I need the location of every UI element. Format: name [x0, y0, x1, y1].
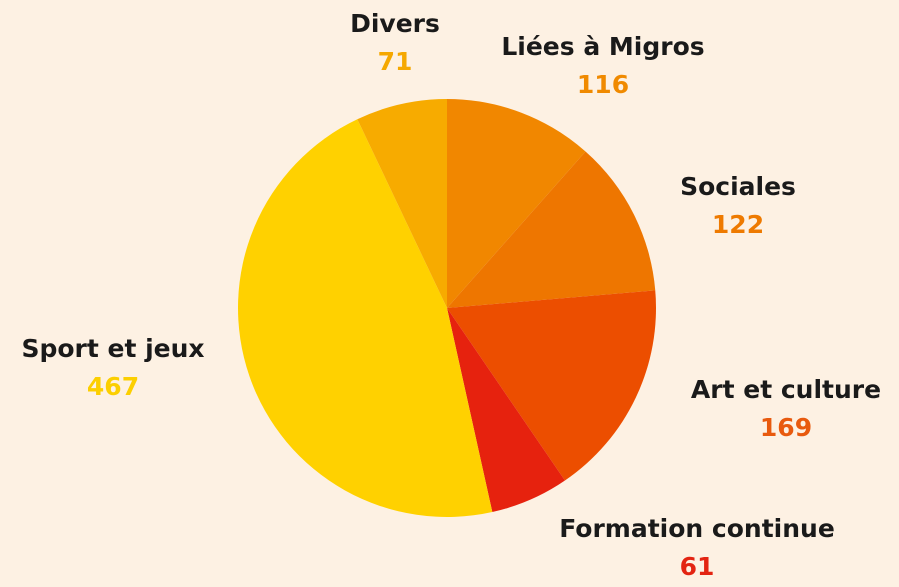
- slice-value: 467: [87, 372, 139, 401]
- pie-slice: [237, 119, 493, 518]
- pie-slice: [447, 308, 565, 513]
- slice-label: Liées à Migros: [501, 32, 704, 61]
- slice-value: 71: [378, 47, 413, 76]
- slice-label: Sport et jeux: [21, 334, 204, 363]
- slice-value: 122: [712, 210, 764, 239]
- slice-label: Sociales: [680, 172, 796, 201]
- pie-slice: [447, 290, 656, 481]
- slice-label: Formation continue: [559, 514, 835, 543]
- pie-slice: [447, 151, 656, 308]
- slice-value: 61: [680, 552, 715, 581]
- slice-label: Art et culture: [691, 375, 881, 404]
- slice-label: Divers: [350, 9, 440, 38]
- pie-slice: [447, 99, 586, 308]
- slice-value: 116: [577, 70, 629, 99]
- pie-slice: [357, 99, 447, 308]
- slice-value: 169: [760, 413, 812, 442]
